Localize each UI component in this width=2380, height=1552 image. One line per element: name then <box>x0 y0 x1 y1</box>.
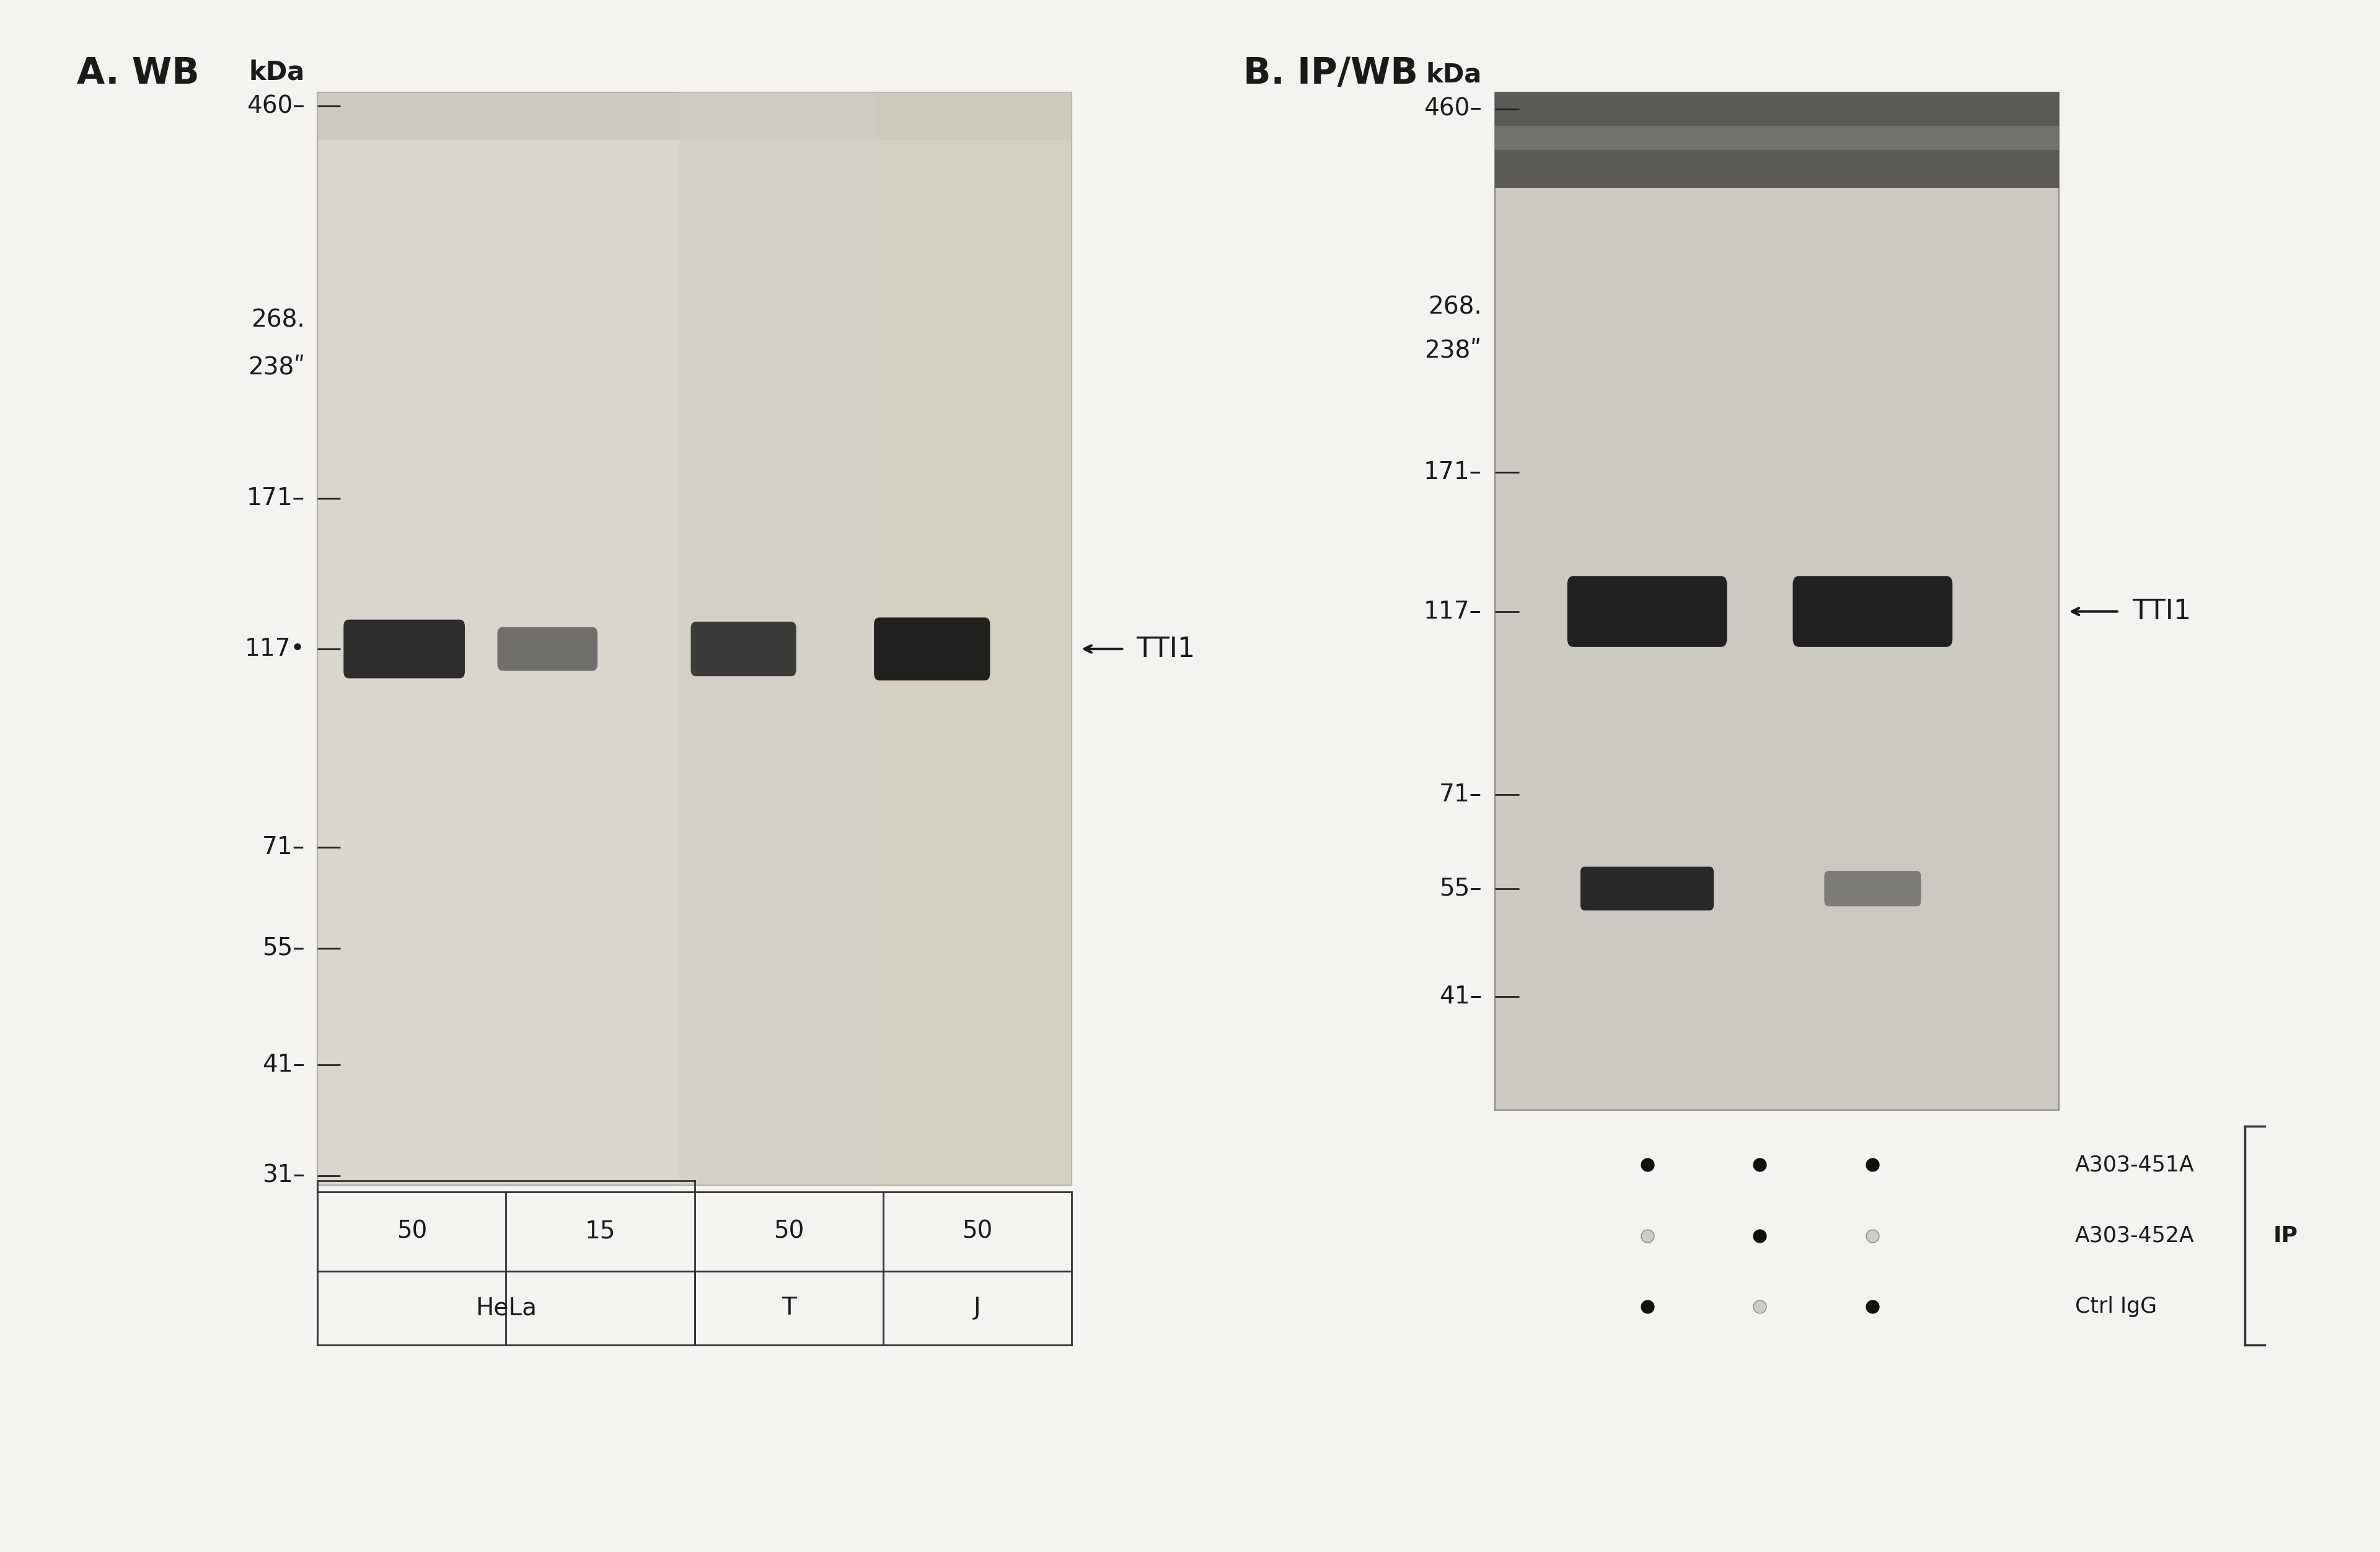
Text: Ctrl IgG: Ctrl IgG <box>2075 1296 2156 1318</box>
Text: A303-451A: A303-451A <box>2075 1155 2194 1175</box>
FancyBboxPatch shape <box>317 93 1071 1186</box>
Text: 268.: 268. <box>252 309 305 332</box>
Text: TTI1: TTI1 <box>2132 598 2192 625</box>
FancyBboxPatch shape <box>1495 93 2059 188</box>
FancyBboxPatch shape <box>343 619 464 678</box>
Text: kDa: kDa <box>1426 62 1483 88</box>
Text: kDa: kDa <box>250 59 305 85</box>
Text: 50: 50 <box>397 1220 426 1243</box>
Text: 460–: 460– <box>248 95 305 118</box>
FancyBboxPatch shape <box>317 93 1071 140</box>
FancyBboxPatch shape <box>876 93 1071 1186</box>
Text: A. WB: A. WB <box>76 56 200 92</box>
Text: 238ʺ: 238ʺ <box>1426 338 1483 363</box>
Text: 71–: 71– <box>262 835 305 858</box>
FancyBboxPatch shape <box>690 622 797 677</box>
FancyBboxPatch shape <box>873 618 990 680</box>
FancyBboxPatch shape <box>1825 871 1921 906</box>
Text: 41–: 41– <box>1440 984 1483 1009</box>
FancyBboxPatch shape <box>1495 93 2059 1110</box>
FancyBboxPatch shape <box>1568 576 1728 647</box>
FancyBboxPatch shape <box>1792 576 1952 647</box>
Text: B. IP/WB: B. IP/WB <box>1242 56 1418 92</box>
Text: 71–: 71– <box>1440 784 1483 807</box>
Text: 460–: 460– <box>1423 98 1483 121</box>
Text: TTI1: TTI1 <box>1135 636 1195 663</box>
Text: 50: 50 <box>962 1220 992 1243</box>
Text: T: T <box>781 1296 795 1319</box>
Text: 171–: 171– <box>248 487 305 511</box>
Text: A303-452A: A303-452A <box>2075 1225 2194 1246</box>
FancyBboxPatch shape <box>1495 126 2059 151</box>
FancyBboxPatch shape <box>497 627 597 670</box>
Text: 41–: 41– <box>262 1052 305 1077</box>
Text: 50: 50 <box>774 1220 804 1243</box>
Text: 55–: 55– <box>1440 877 1483 900</box>
Text: 31–: 31– <box>262 1164 305 1187</box>
Text: 238ʺ: 238ʺ <box>248 355 305 379</box>
FancyBboxPatch shape <box>678 93 876 1186</box>
Text: 15: 15 <box>585 1220 616 1243</box>
Text: IP: IP <box>2273 1225 2299 1246</box>
Text: 55–: 55– <box>262 936 305 961</box>
Text: 171–: 171– <box>1423 461 1483 484</box>
Text: 268.: 268. <box>1428 295 1483 320</box>
Text: J: J <box>973 1296 981 1319</box>
Text: 117•: 117• <box>245 638 305 661</box>
FancyBboxPatch shape <box>1580 866 1714 911</box>
Text: 117–: 117– <box>1423 599 1483 624</box>
Text: HeLa: HeLa <box>476 1296 536 1319</box>
